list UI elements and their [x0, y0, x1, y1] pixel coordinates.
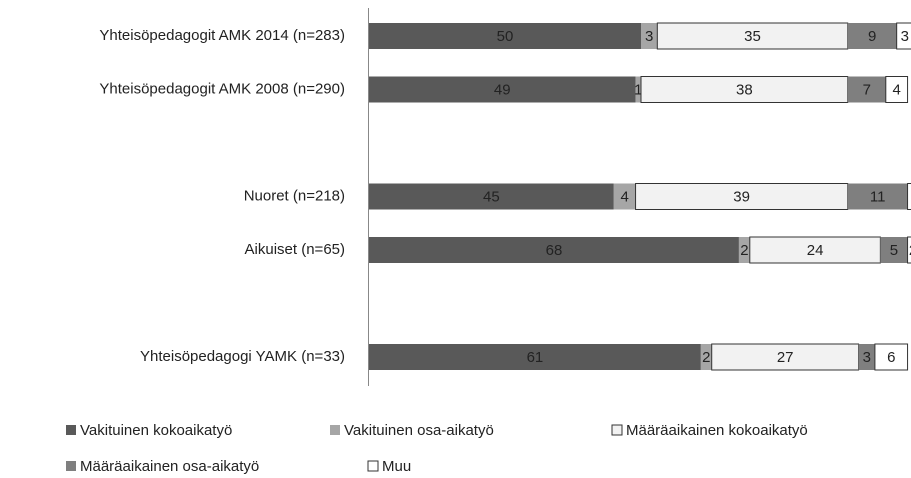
legend-label: Vakituinen osa-aikatyö: [344, 422, 494, 439]
legend-label: Muu: [382, 458, 411, 475]
data-label: 5: [890, 242, 898, 259]
data-label: 1: [634, 81, 642, 98]
bar-segment: [896, 22, 911, 50]
bar-segment: [738, 237, 750, 263]
data-label: 39: [733, 188, 750, 205]
data-label: 3: [901, 28, 909, 45]
data-label: 3: [863, 349, 871, 366]
data-label: 68: [546, 242, 563, 259]
data-label: 49: [494, 81, 511, 98]
bar-segment: [656, 22, 849, 50]
legend-swatch: [66, 425, 76, 435]
bar-segment: [858, 344, 875, 370]
bar-segment: [369, 237, 739, 263]
category-label: Yhteisöpedagogit AMK 2008 (n=290): [99, 80, 345, 97]
data-label: 61: [527, 349, 544, 366]
bar-segment: [874, 343, 909, 371]
bar-segment: [847, 76, 886, 103]
legend-swatch: [330, 425, 340, 435]
data-label: 45: [483, 188, 500, 205]
data-label: 50: [497, 28, 514, 45]
bar-segment: [907, 183, 911, 210]
data-label: 27: [777, 349, 794, 366]
bar-segment: [369, 344, 701, 370]
data-label: 2: [740, 242, 748, 259]
data-label: 6: [887, 349, 895, 366]
legend-label: Määräaikainen osa-aikatyö: [80, 458, 259, 475]
bar-segment: [700, 344, 712, 370]
data-label: 4: [621, 188, 629, 205]
bar-segment: [635, 76, 641, 103]
category-label: Yhteisöpedagogit AMK 2014 (n=283): [99, 27, 345, 44]
data-label: 3: [645, 28, 653, 45]
category-label: Yhteisöpedagogi YAMK (n=33): [140, 348, 345, 365]
data-label: 9: [868, 28, 876, 45]
legend-swatch: [66, 461, 76, 471]
legend-swatch: [611, 424, 623, 436]
legend-swatch: [367, 460, 379, 472]
data-label: 4: [893, 81, 901, 98]
bar-segment: [880, 237, 908, 263]
category-label: Aikuiset (n=65): [245, 241, 345, 258]
bar-segment: [749, 236, 881, 264]
data-label: 24: [807, 242, 824, 259]
bar-segment: [613, 183, 636, 210]
data-label: 35: [744, 28, 761, 45]
category-label: Nuoret (n=218): [244, 187, 345, 204]
bar-segment: [847, 23, 897, 49]
bar-segment: [369, 76, 636, 103]
data-label: 38: [736, 81, 753, 98]
bar-segment: [907, 236, 911, 264]
bar-segment: [369, 23, 641, 49]
legend-label: Määräaikainen kokoaikatyö: [626, 422, 808, 439]
legend-label: Vakituinen kokoaikatyö: [80, 422, 232, 439]
bar-segment: [847, 183, 908, 210]
data-label: 11: [870, 188, 886, 205]
bar-segment: [369, 183, 614, 210]
bar-segment: [641, 23, 658, 49]
data-label: 2: [702, 349, 710, 366]
data-label: 2: [909, 242, 911, 259]
bar-segment: [885, 76, 909, 103]
data-label: 7: [863, 81, 871, 98]
